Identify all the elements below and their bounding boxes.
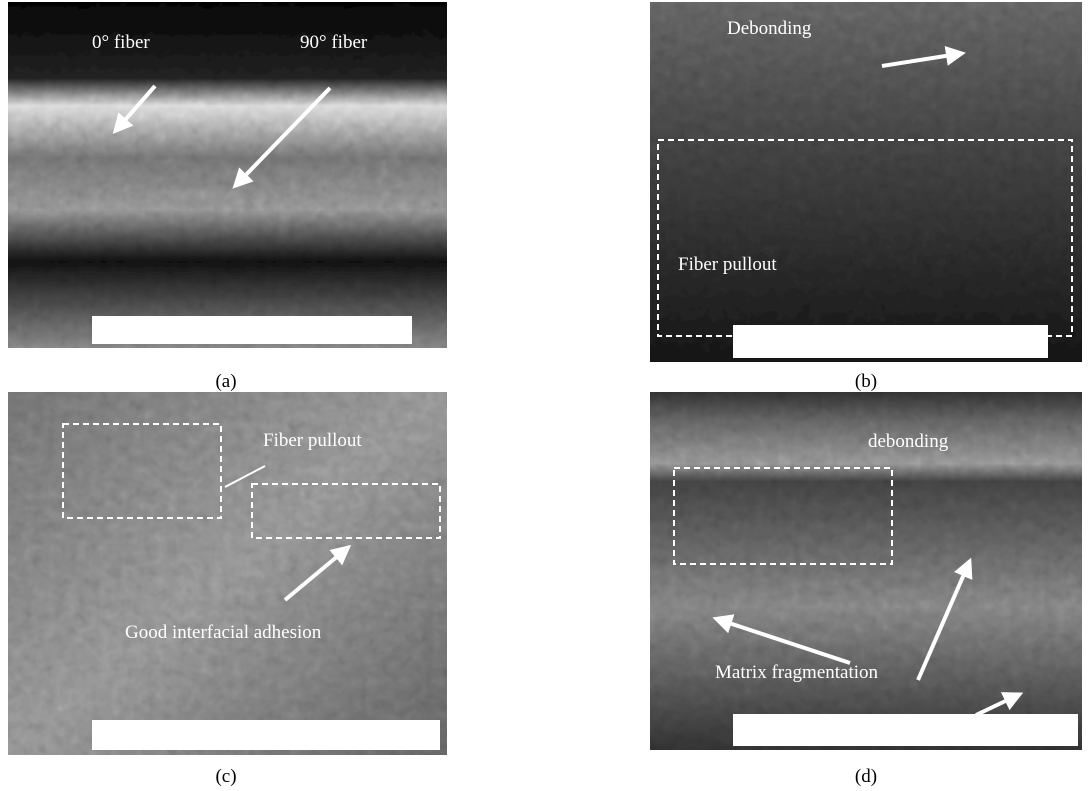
annotation: Debonding <box>727 18 812 39</box>
micrograph <box>8 392 447 755</box>
panel-a: 0° fiber 90° fiber (a) <box>8 2 447 392</box>
panel-label: (c) <box>215 766 236 787</box>
panel-label: (b) <box>855 371 877 392</box>
scale-bar <box>733 325 1048 358</box>
panel-d: debonding Matrix fragmentation (d) <box>650 392 1082 787</box>
scale-bar <box>733 714 1078 746</box>
micrograph <box>8 2 447 348</box>
scale-bar <box>92 316 412 344</box>
annotation: Fiber pullout <box>263 430 362 451</box>
figure: 0° fiber 90° fiber (a) Debonding Fiber p… <box>0 0 1088 791</box>
micrograph <box>650 2 1082 362</box>
annotation: 90° fiber <box>300 32 368 53</box>
micrograph <box>650 392 1082 750</box>
panel-label: (a) <box>215 371 236 392</box>
annotation: Good interfacial adhesion <box>125 622 322 643</box>
panel-c: Fiber pullout Good interfacial adhesion … <box>8 392 447 787</box>
annotation: Matrix fragmentation <box>715 662 879 683</box>
annotation: 0° fiber <box>92 32 150 53</box>
scale-bar <box>92 720 440 750</box>
panel-b: Debonding Fiber pullout (b) <box>650 2 1082 392</box>
annotation: debonding <box>868 431 949 452</box>
annotation: Fiber pullout <box>678 254 777 275</box>
panel-label: (d) <box>855 766 877 787</box>
